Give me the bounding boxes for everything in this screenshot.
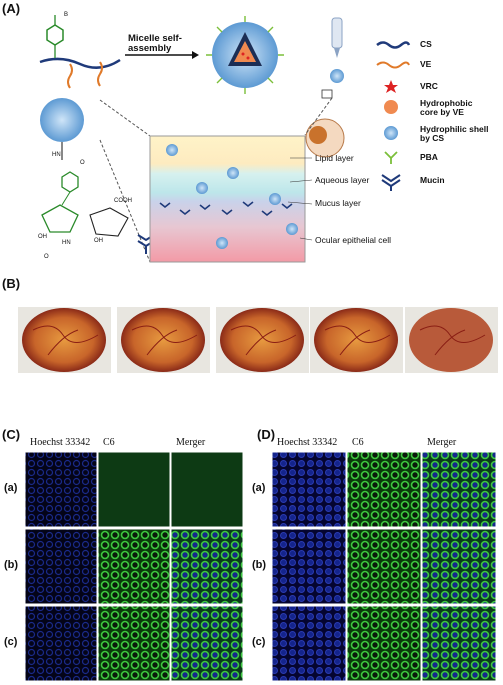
chem-label: HN	[52, 152, 61, 158]
column-header: C6	[352, 437, 364, 448]
panel-label: (D)	[257, 427, 276, 442]
vessels	[419, 325, 486, 356]
vessels	[230, 325, 297, 356]
micrograph	[97, 528, 171, 605]
micrograph	[170, 451, 244, 528]
column-header: Merger	[427, 437, 457, 448]
column-header: Hoechst 33342	[30, 437, 91, 448]
panel-label: (B)	[2, 276, 21, 291]
micrograph	[97, 451, 171, 528]
micrograph	[421, 605, 497, 682]
egg-membrane	[22, 308, 106, 372]
vessels	[32, 325, 99, 356]
legend-text: Hydrophobic core by VE	[420, 98, 473, 118]
micrograph	[346, 605, 422, 682]
panel-label: (C)	[2, 427, 21, 442]
egg-membrane	[220, 308, 304, 372]
row-label: (b)	[4, 559, 19, 571]
legend-text: Hydrophilic shell by CS	[420, 124, 489, 144]
micrograph	[24, 451, 98, 528]
egg-membrane	[409, 308, 493, 372]
micrograph	[170, 528, 244, 605]
row-label: (c)	[4, 636, 18, 648]
layer-label: Ocular epithelial cell	[315, 235, 392, 245]
legend-text: Mucin	[420, 175, 445, 185]
micrograph	[346, 451, 422, 528]
micrograph	[346, 528, 422, 605]
chem-label: O	[80, 160, 85, 166]
micrograph	[97, 605, 171, 682]
micrograph	[24, 605, 98, 682]
micrograph	[421, 528, 497, 605]
row-label: (a)	[252, 482, 266, 494]
micrograph	[271, 605, 347, 682]
egg-membrane	[314, 308, 398, 372]
micrograph	[24, 528, 98, 605]
chem-label: O	[44, 254, 49, 260]
panel-label: (A)	[2, 1, 21, 16]
layer-label: Lipid layer	[315, 153, 354, 163]
egg-membrane	[121, 308, 205, 372]
row-label: (a)	[4, 482, 18, 494]
legend-text: VE	[420, 59, 432, 69]
chem-label: B	[64, 12, 69, 18]
micrograph	[271, 451, 347, 528]
chem-label: OH	[38, 234, 47, 240]
column-header: Hoechst 33342	[277, 437, 338, 448]
column-header: Merger	[176, 437, 206, 448]
vessels	[324, 325, 391, 356]
chem-label: HN	[62, 240, 71, 246]
row-label: (c)	[252, 636, 266, 648]
layer-label: Mucus layer	[315, 198, 361, 208]
legend-text: PBA	[420, 152, 438, 162]
micrograph	[271, 528, 347, 605]
layer-label: Aqueous layer	[315, 175, 370, 185]
vessels	[131, 325, 198, 356]
chem-label: COOH	[114, 198, 132, 204]
row-label: (b)	[252, 559, 267, 571]
legend-text: CS	[420, 39, 432, 49]
column-header: C6	[103, 437, 115, 448]
micrograph	[170, 605, 244, 682]
arrow-label: Micelle self-assembly	[128, 33, 182, 55]
legend-text: VRC	[420, 81, 438, 91]
micrograph	[421, 451, 497, 528]
chem-label: OH	[94, 238, 103, 244]
